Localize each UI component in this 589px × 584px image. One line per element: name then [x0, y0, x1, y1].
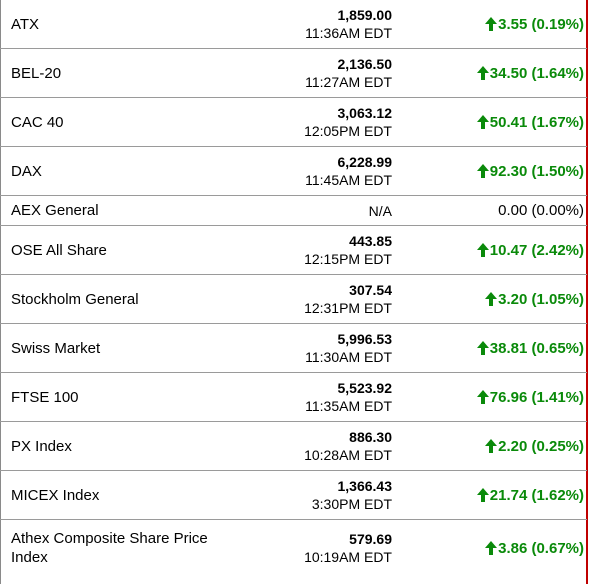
- arrow-up-icon: [476, 488, 489, 502]
- index-change: 21.74 (1.62%): [476, 471, 584, 519]
- index-time: 12:15PM EDT: [304, 251, 392, 267]
- arrow-up-icon: [476, 243, 489, 257]
- index-change: 92.30 (1.50%): [476, 147, 584, 195]
- index-value: 579.69 10:19AM EDT: [142, 520, 392, 576]
- index-value: 307.54 12:31PM EDT: [142, 275, 392, 323]
- index-price: 307.54: [349, 282, 392, 298]
- index-change: 3.86 (0.67%): [485, 520, 584, 576]
- change-text: 3.55 (0.19%): [498, 15, 584, 33]
- arrow-up-icon: [485, 17, 498, 31]
- index-value: 2,136.50 11:27AM EDT: [142, 49, 392, 97]
- table-row[interactable]: AEX General N/A 0.00 (0.00%): [0, 196, 587, 226]
- change-text: 92.30 (1.50%): [489, 162, 584, 180]
- index-value: 6,228.99 11:45AM EDT: [142, 147, 392, 195]
- index-name[interactable]: OSE All Share: [11, 241, 107, 259]
- table-row[interactable]: Athex Composite Share Price Index 579.69…: [0, 520, 587, 576]
- index-time: 10:19AM EDT: [304, 549, 392, 565]
- change-text: 10.47 (2.42%): [489, 241, 584, 259]
- change-text: 76.96 (1.41%): [489, 388, 584, 406]
- index-name[interactable]: PX Index: [11, 437, 72, 455]
- arrow-up-icon: [476, 341, 489, 355]
- index-time: 11:45AM EDT: [305, 172, 392, 188]
- index-price: 1,366.43: [337, 478, 393, 494]
- index-value: 5,523.92 11:35AM EDT: [142, 373, 392, 421]
- change-text: 2.20 (0.25%): [498, 437, 584, 455]
- change-text: 50.41 (1.67%): [489, 113, 584, 131]
- index-price: 5,523.92: [337, 380, 393, 396]
- index-change: 50.41 (1.67%): [476, 98, 584, 146]
- table-row[interactable]: BEL-20 2,136.50 11:27AM EDT 34.50 (1.64%…: [0, 49, 587, 98]
- index-time: 12:05PM EDT: [304, 123, 392, 139]
- index-name[interactable]: ATX: [11, 15, 40, 33]
- arrow-up-icon: [485, 439, 498, 453]
- table-row[interactable]: Stockholm General 307.54 12:31PM EDT 3.2…: [0, 275, 587, 324]
- index-price: 1,859.00: [337, 7, 393, 23]
- index-price: 2,136.50: [337, 56, 393, 72]
- index-time: 11:36AM EDT: [305, 25, 392, 41]
- change-text: 0.00 (0.00%): [498, 202, 584, 219]
- index-price: 579.69: [349, 531, 392, 547]
- index-price: 6,228.99: [337, 154, 393, 170]
- index-time: 12:31PM EDT: [304, 300, 392, 316]
- index-value: N/A: [142, 196, 392, 225]
- index-time: 10:28AM EDT: [304, 447, 392, 463]
- index-change: 2.20 (0.25%): [485, 422, 584, 470]
- index-change: 3.55 (0.19%): [485, 0, 584, 48]
- change-text: 3.20 (1.05%): [498, 290, 584, 308]
- index-name[interactable]: MICEX Index: [11, 486, 100, 504]
- index-time: 11:35AM EDT: [305, 398, 392, 414]
- arrow-up-icon: [476, 390, 489, 404]
- table-row[interactable]: DAX 6,228.99 11:45AM EDT 92.30 (1.50%): [0, 147, 587, 196]
- arrow-up-icon: [485, 541, 498, 555]
- table-row[interactable]: Swiss Market 5,996.53 11:30AM EDT 38.81 …: [0, 324, 587, 373]
- index-time: 3:30PM EDT: [311, 496, 392, 512]
- table-row[interactable]: FTSE 100 5,523.92 11:35AM EDT 76.96 (1.4…: [0, 373, 587, 422]
- index-price: 443.85: [349, 233, 392, 249]
- index-change: 0.00 (0.00%): [498, 196, 584, 225]
- index-name[interactable]: BEL-20: [11, 64, 62, 82]
- arrow-up-icon: [476, 66, 489, 80]
- table-row[interactable]: CAC 40 3,063.12 12:05PM EDT 50.41 (1.67%…: [0, 98, 587, 147]
- index-value: 1,859.00 11:36AM EDT: [142, 0, 392, 48]
- change-text: 38.81 (0.65%): [489, 339, 584, 357]
- index-name[interactable]: DAX: [11, 162, 42, 180]
- index-value: 3,063.12 12:05PM EDT: [142, 98, 392, 146]
- index-name[interactable]: Athex Composite Share Price Index: [11, 530, 208, 566]
- index-value: 1,366.43 3:30PM EDT: [142, 471, 392, 519]
- index-price: 886.30: [349, 429, 392, 445]
- index-value: 5,996.53 11:30AM EDT: [142, 324, 392, 372]
- index-name[interactable]: Swiss Market: [11, 339, 101, 357]
- index-change: 76.96 (1.41%): [476, 373, 584, 421]
- index-name[interactable]: AEX General: [11, 202, 99, 219]
- index-name[interactable]: FTSE 100: [11, 388, 79, 406]
- index-time: 11:27AM EDT: [305, 74, 392, 90]
- change-text: 3.86 (0.67%): [498, 539, 584, 557]
- index-change: 3.20 (1.05%): [485, 275, 584, 323]
- table-row[interactable]: MICEX Index 1,366.43 3:30PM EDT 21.74 (1…: [0, 471, 587, 520]
- index-name[interactable]: Stockholm General: [11, 290, 139, 308]
- index-price: 5,996.53: [337, 331, 393, 347]
- index-change: 38.81 (0.65%): [476, 324, 584, 372]
- index-price: N/A: [368, 202, 392, 219]
- table-row[interactable]: ATX 1,859.00 11:36AM EDT 3.55 (0.19%): [0, 0, 587, 49]
- arrow-up-icon: [476, 115, 489, 129]
- change-text: 34.50 (1.64%): [489, 64, 584, 82]
- index-price: 3,063.12: [337, 105, 393, 121]
- index-change: 10.47 (2.42%): [476, 226, 584, 274]
- index-value: 886.30 10:28AM EDT: [142, 422, 392, 470]
- index-name[interactable]: CAC 40: [11, 113, 64, 131]
- index-change: 34.50 (1.64%): [476, 49, 584, 97]
- index-time: 11:30AM EDT: [305, 349, 392, 365]
- change-text: 21.74 (1.62%): [489, 486, 584, 504]
- table-row[interactable]: PX Index 886.30 10:28AM EDT 2.20 (0.25%): [0, 422, 587, 471]
- arrow-up-icon: [476, 164, 489, 178]
- index-value: 443.85 12:15PM EDT: [142, 226, 392, 274]
- arrow-up-icon: [485, 292, 498, 306]
- table-row[interactable]: OSE All Share 443.85 12:15PM EDT 10.47 (…: [0, 226, 587, 275]
